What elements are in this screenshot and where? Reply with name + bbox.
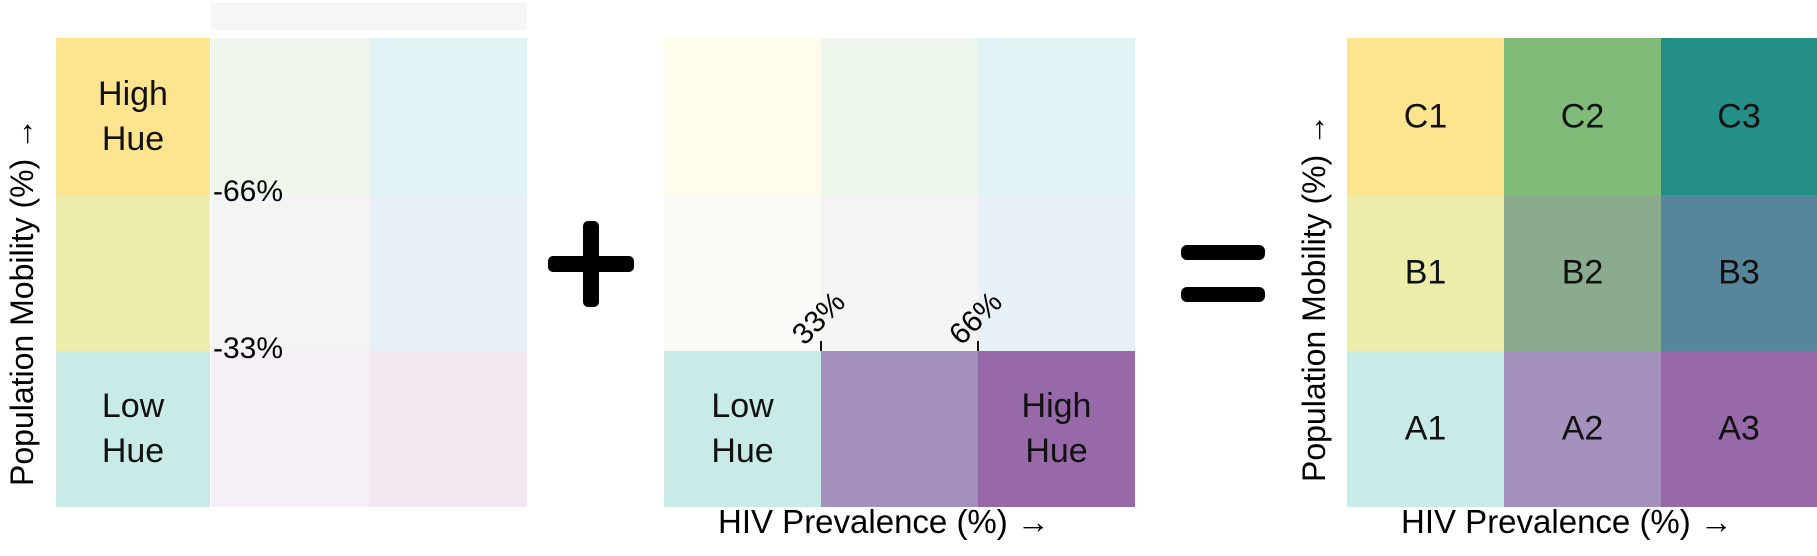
prevalence-high-label: High Hue	[1021, 387, 1092, 470]
equals-icon	[1181, 245, 1265, 302]
mobility-faint-cell	[369, 195, 527, 351]
prevalence-x-axis-label: HIV Prevalence (%) →	[718, 503, 1050, 540]
mobility-faint-cell	[211, 195, 369, 351]
combined-cell-label: A2	[1561, 409, 1604, 448]
mobility-low-cell: Low Hue	[56, 351, 210, 507]
prevalence-tick-mark-66	[977, 341, 979, 351]
mobility-faint-cell	[211, 351, 369, 507]
mobility-faint-cell	[369, 38, 527, 195]
prevalence-faint-cell	[664, 195, 821, 351]
combined-cell: C1	[1347, 38, 1504, 195]
combined-cell-label: B1	[1404, 253, 1447, 292]
combined-cell-label: C2	[1560, 97, 1605, 135]
mobility-high-cell: High Hue	[56, 38, 210, 195]
prevalence-high-cell: High Hue	[978, 351, 1135, 507]
prevalence-faint-cell	[821, 195, 978, 351]
plus-icon	[548, 221, 634, 307]
combined-cell-label: A3	[1718, 409, 1760, 448]
prevalence-mid-cell	[821, 351, 978, 507]
combined-cell: A1	[1347, 351, 1504, 507]
combined-x-axis-label: HIV Prevalence (%) →	[1401, 503, 1733, 540]
prevalence-faint-cell	[978, 195, 1135, 351]
combined-cell-label: B2	[1561, 253, 1604, 292]
combined-cell: B2	[1504, 195, 1661, 351]
prevalence-faint-cell	[664, 38, 821, 195]
mobility-high-label: High Hue	[98, 74, 168, 158]
mobility-mid-cell	[56, 195, 210, 351]
combined-cell: C3	[1661, 38, 1817, 195]
mobility-y-axis-label: Population Mobility (%) →	[4, 117, 40, 486]
prevalence-low-cell: Low Hue	[664, 351, 821, 507]
combined-cell-label: C1	[1403, 97, 1448, 135]
prevalence-faint-cell	[821, 38, 978, 195]
combined-cell: A2	[1504, 351, 1661, 507]
mobility-faint-cell	[369, 351, 527, 507]
combined-cell-label: B3	[1718, 253, 1760, 292]
combined-cell-label: C3	[1717, 97, 1761, 135]
combined-y-axis-label: Population Mobility (%) →	[1296, 113, 1332, 482]
combined-cell: B3	[1661, 195, 1817, 351]
faint-header-strip	[211, 3, 527, 30]
combined-cell-label: A1	[1404, 409, 1447, 448]
prevalence-faint-cell	[978, 38, 1135, 195]
mobility-faint-cell	[211, 38, 369, 195]
mobility-low-label: Low Hue	[101, 387, 165, 470]
combined-cell: A3	[1661, 351, 1817, 507]
prevalence-low-label: Low Hue	[711, 387, 774, 470]
prevalence-tick-mark-33	[820, 341, 822, 351]
combined-cell: C2	[1504, 38, 1661, 195]
combined-cell: B1	[1347, 195, 1504, 351]
mobility-tick-66: -66%	[213, 175, 284, 208]
mobility-tick-33: -33%	[213, 332, 284, 365]
